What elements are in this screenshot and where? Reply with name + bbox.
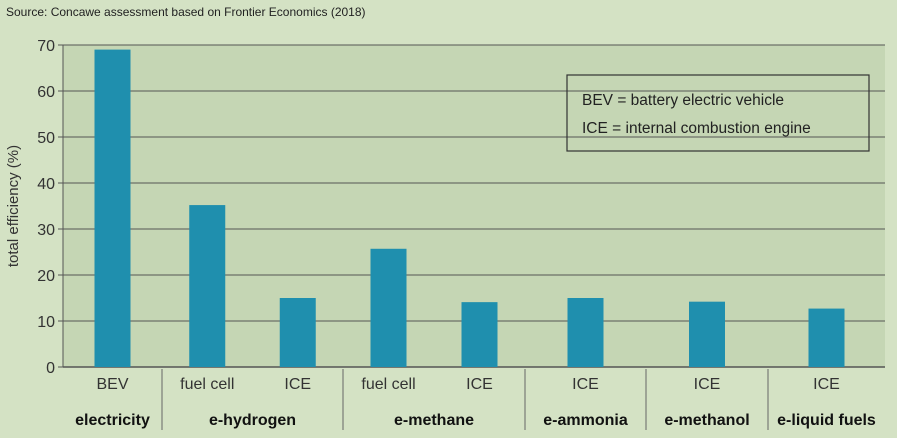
- x-category-label: ICE: [572, 376, 599, 393]
- y-axis-label: total efficiency (%): [5, 145, 22, 267]
- x-group-label: e-methanol: [664, 412, 749, 429]
- y-tick-label: 50: [37, 130, 55, 147]
- x-category-label: ICE: [813, 376, 840, 393]
- x-category-label: ICE: [284, 376, 311, 393]
- x-category-label: ICE: [694, 376, 721, 393]
- bar-e-hydrogen-fuel-cell: [189, 205, 226, 367]
- bar-e-methane-ice: [461, 302, 498, 367]
- x-group-label: e-hydrogen: [209, 412, 296, 429]
- y-tick-label: 20: [37, 268, 55, 285]
- legend-line-ice: ICE = internal combustion engine: [582, 120, 811, 137]
- legend-line-bev: BEV = battery electric vehicle: [582, 92, 784, 109]
- y-tick-label: 70: [37, 38, 55, 55]
- y-tick-label: 10: [37, 314, 55, 331]
- x-group-label: e-methane: [394, 412, 474, 429]
- bar-e-liquid fuels-ice: [808, 308, 845, 367]
- x-category-label: fuel cell: [361, 376, 415, 393]
- x-category-label: fuel cell: [180, 376, 234, 393]
- x-group-label: e-liquid fuels: [777, 412, 876, 429]
- bar-e-hydrogen-ice: [279, 298, 316, 367]
- y-tick-label: 30: [37, 222, 55, 239]
- x-group-label: electricity: [75, 412, 150, 429]
- bar-e-ammonia-ice: [567, 298, 604, 367]
- y-tick-label: 0: [46, 360, 55, 377]
- bar-e-methanol-ice: [689, 301, 725, 367]
- bar-electricity-bev: [94, 49, 131, 367]
- y-tick-label: 60: [37, 84, 55, 101]
- x-axis: BEV electricity fuel cell ICE e-hydrogen fuel…: [75, 369, 876, 430]
- x-group-label: e-ammonia: [543, 412, 628, 429]
- x-category-label: BEV: [96, 376, 128, 393]
- y-axis-ticks: 0 10 20 30 40 50 60 70: [37, 38, 63, 377]
- source-note: Source: Concawe assessment based on Fron…: [6, 5, 366, 19]
- x-category-label: ICE: [466, 376, 493, 393]
- bars: [94, 49, 845, 367]
- bar-e-methane-fuel-cell: [370, 248, 407, 367]
- legend-box: BEV = battery electric vehicle ICE = int…: [566, 74, 870, 152]
- y-tick-label: 40: [37, 176, 55, 193]
